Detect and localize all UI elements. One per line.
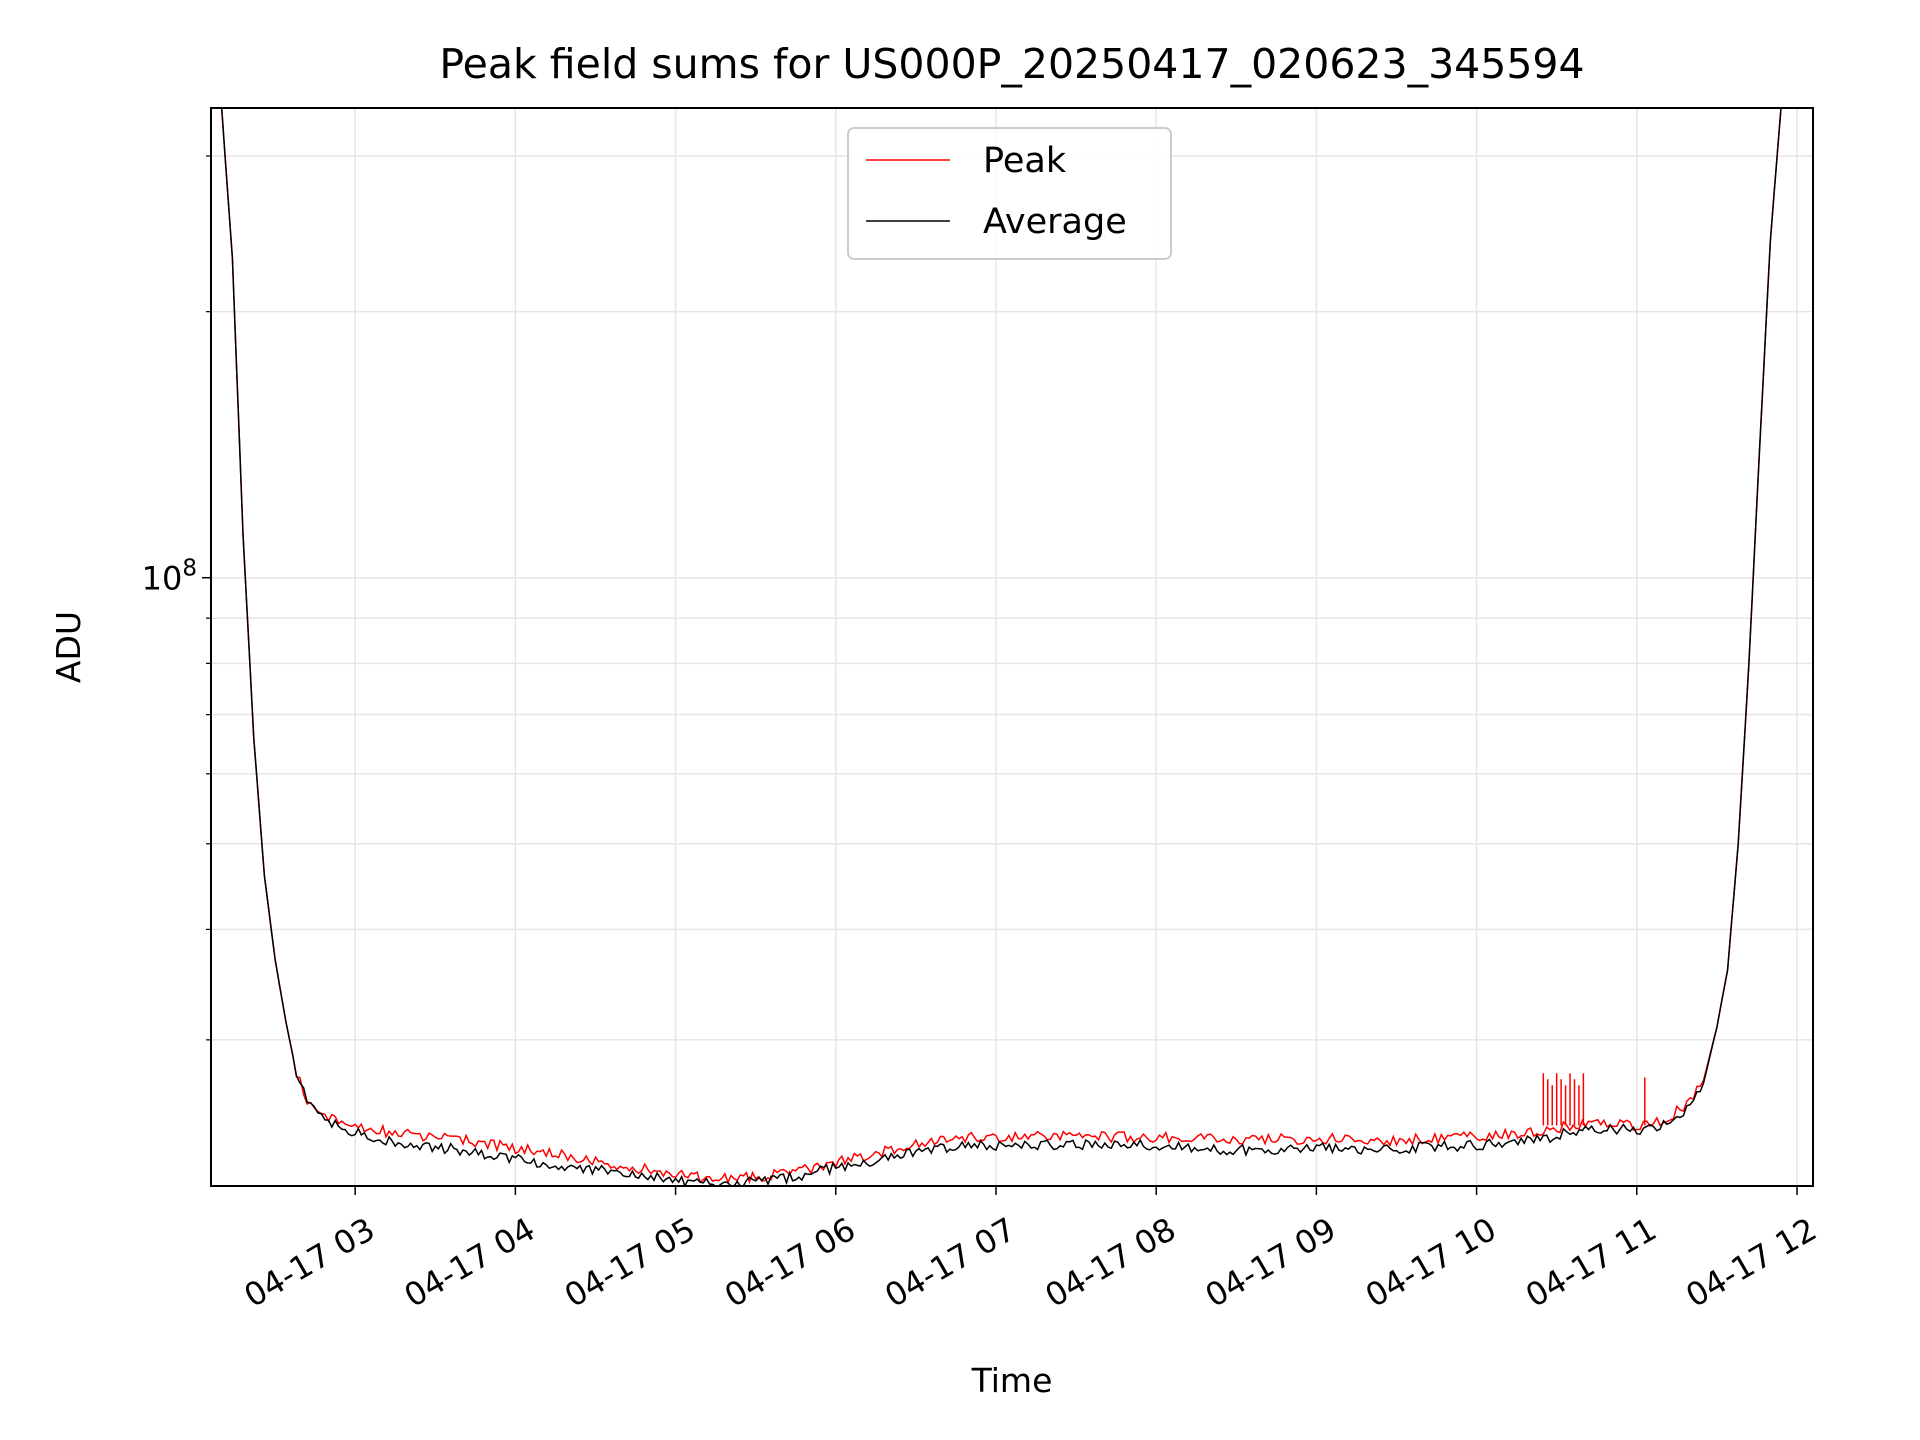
legend: Peak Average [848,128,1171,259]
x-axis-title: Time [971,1361,1053,1400]
y-axis-title: ADU [49,611,88,683]
legend-label-average: Average [983,202,1127,242]
chart-title: Peak field sums for US000P_20250417_0206… [439,40,1584,88]
chart: 04-17 03 04-17 04 04-17 05 04-17 06 04-17 07… [0,0,1920,1440]
legend-label-peak: Peak [983,141,1067,181]
